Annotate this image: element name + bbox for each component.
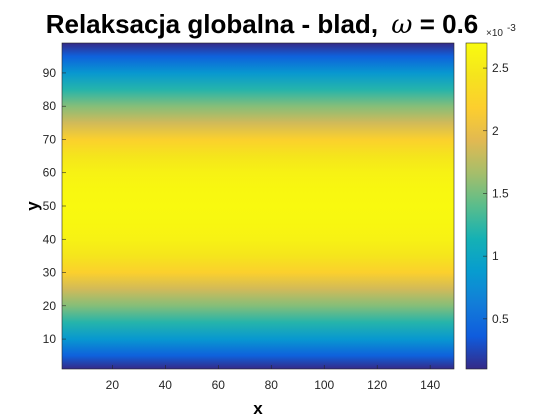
y-axis-label: y (23, 201, 42, 211)
colorbar-tick-label: 1.5 (492, 186, 509, 200)
y-tick-label: 40 (43, 232, 57, 246)
colorbar-exponent-base: ×10 (486, 28, 503, 39)
y-tick-label: 80 (43, 99, 57, 113)
x-tick-label: 120 (367, 378, 387, 392)
colorbar-exponent-power: -3 (507, 23, 516, 34)
x-tick-label: 100 (314, 378, 334, 392)
y-axis-ticks: 10 20 30 40 50 60 70 80 90 (43, 66, 66, 346)
colorbar-tick-label: 2.5 (492, 61, 509, 75)
y-tick-label: 20 (43, 299, 57, 313)
x-axis-label: x (253, 399, 263, 418)
x-tick-label: 20 (106, 378, 120, 392)
chart-title: Relaksacja globalna - blad, ω = 0.6 (46, 9, 479, 40)
title-omega-symbol: ω (391, 10, 412, 40)
y-tick-label: 50 (43, 199, 57, 213)
y-tick-label: 70 (43, 132, 57, 146)
x-tick-label: 80 (265, 378, 279, 392)
colorbar-ticks: 0.5 1 1.5 2 2.5 (483, 61, 509, 326)
heatmap-plot-area (62, 43, 454, 369)
colorbar-tick-label: 1 (492, 249, 499, 263)
colorbar-tick-label: 0.5 (492, 312, 509, 326)
title-main: Relaksacja globalna - blad, (46, 9, 378, 39)
y-tick-label: 10 (43, 332, 57, 346)
colorbar-exponent: ×10 -3 (486, 23, 516, 40)
x-tick-label: 60 (212, 378, 226, 392)
y-tick-label: 90 (43, 66, 57, 80)
x-axis-ticks: 20 40 60 80 100 120 140 (106, 365, 440, 392)
x-tick-label: 140 (420, 378, 440, 392)
colorbar-frame (465, 42, 488, 370)
y-tick-label: 30 (43, 266, 57, 280)
y-tick-label: 60 (43, 166, 57, 180)
colorbar-tick-label: 2 (492, 124, 499, 138)
title-value: = 0.6 (420, 9, 479, 39)
x-tick-label: 40 (159, 378, 173, 392)
colorbar (466, 43, 487, 369)
